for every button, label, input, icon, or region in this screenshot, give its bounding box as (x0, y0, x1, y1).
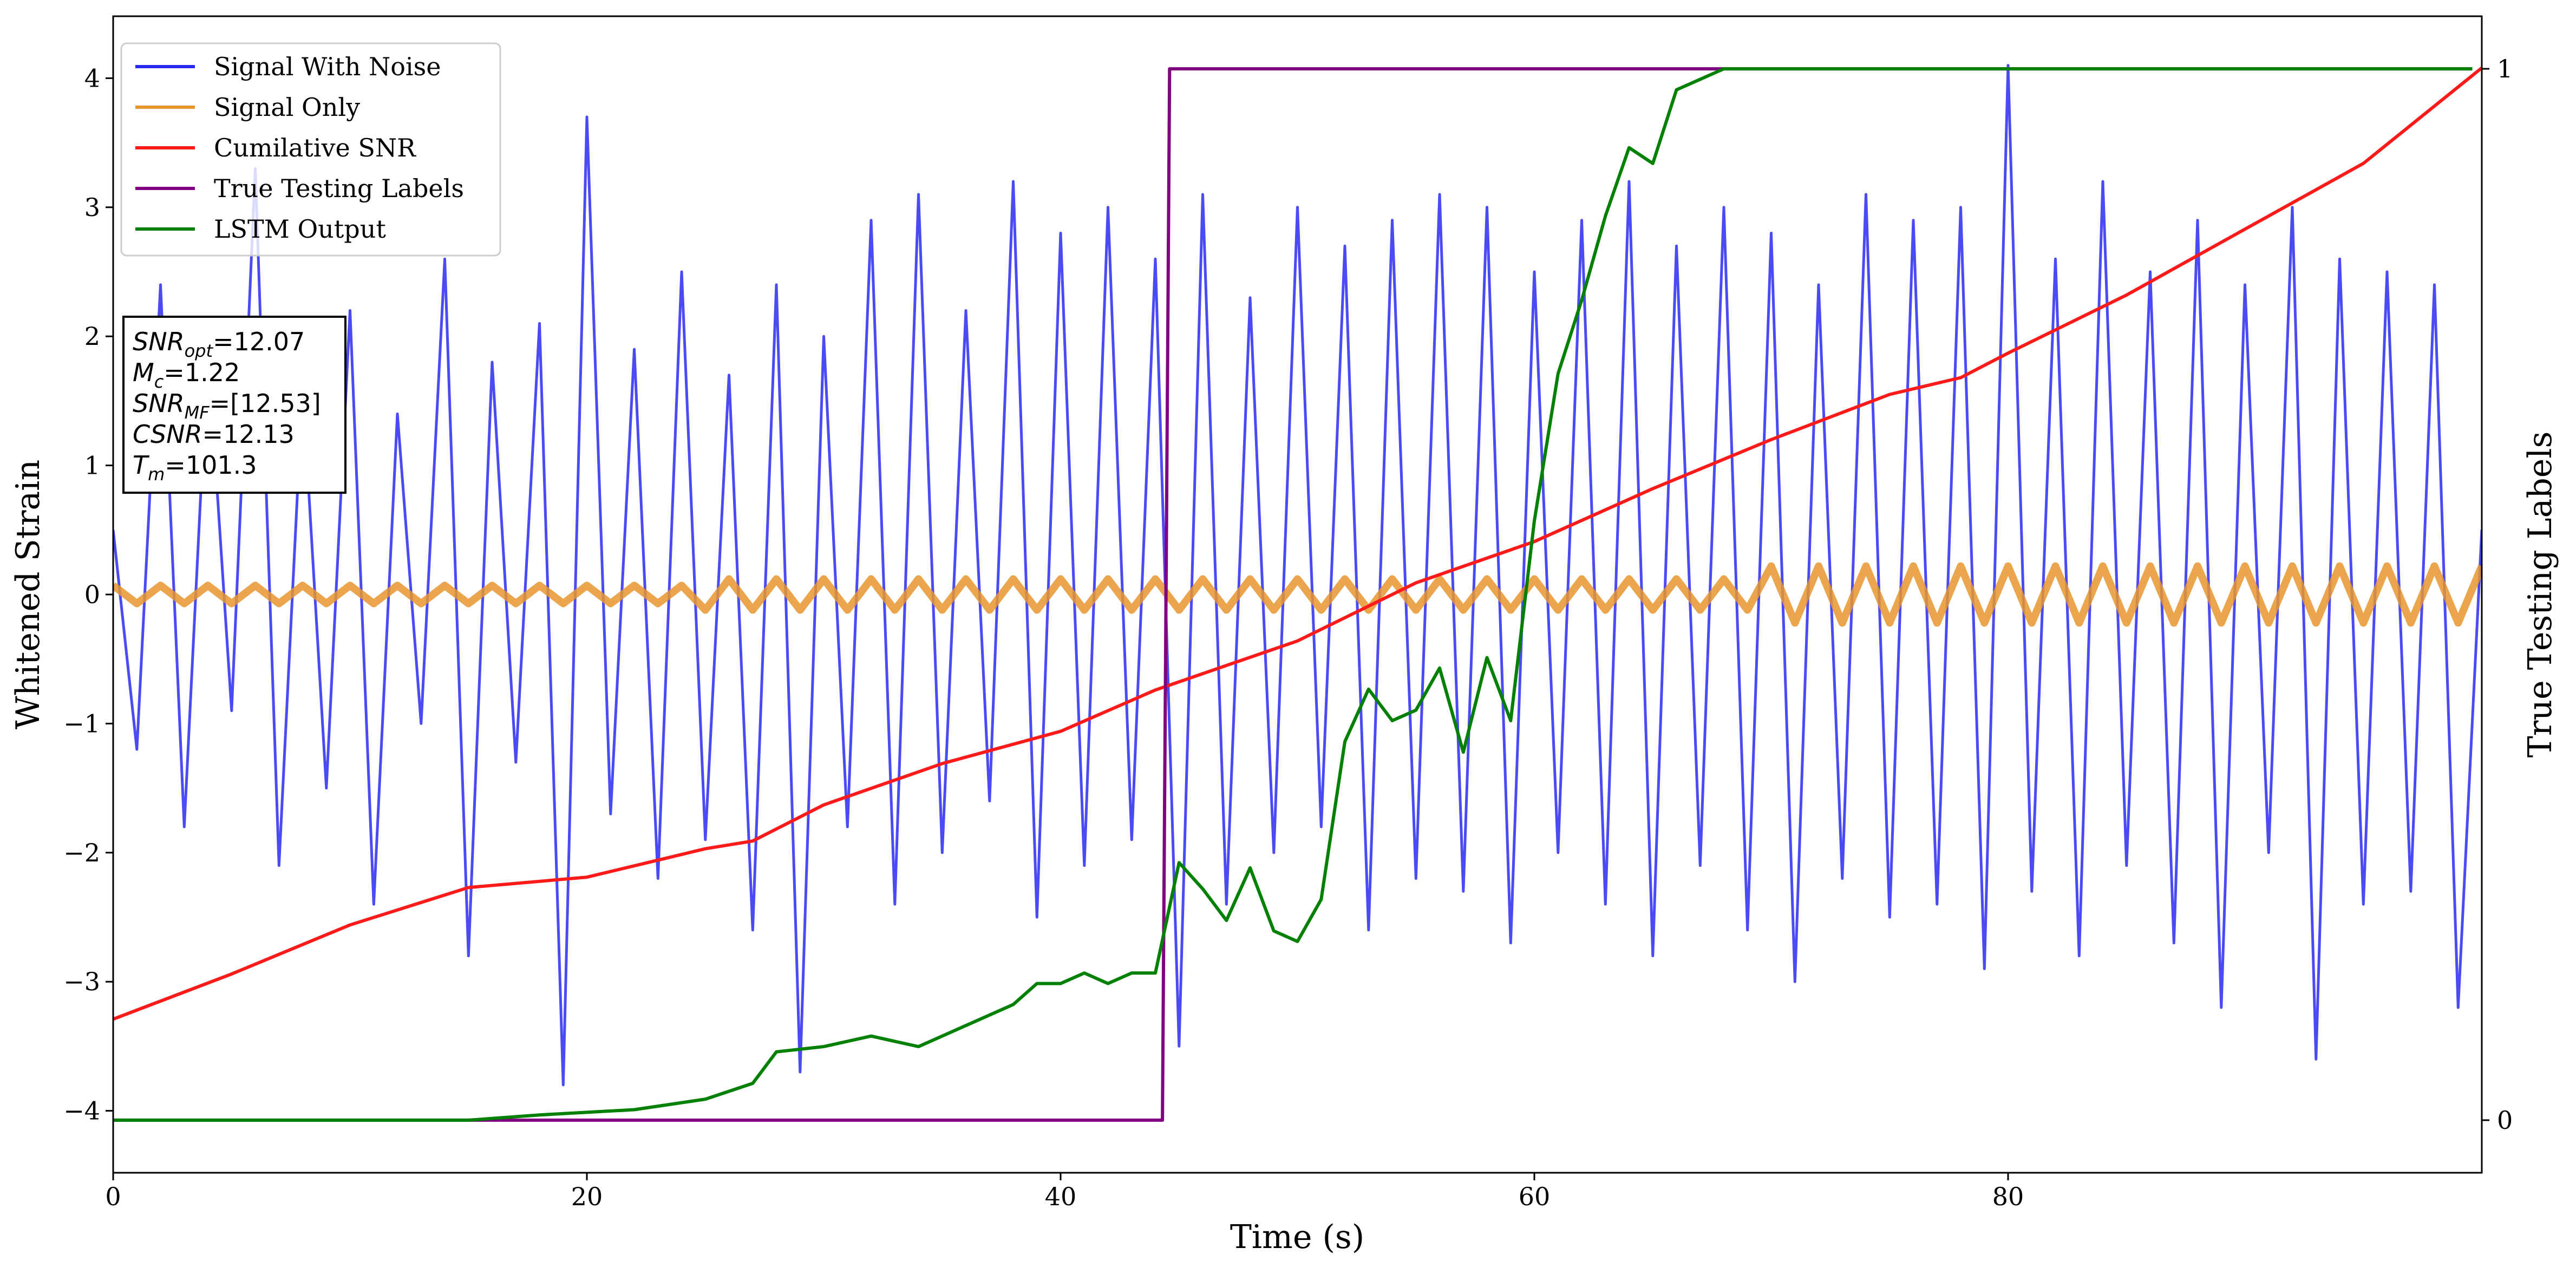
y2-tick-label: 1 (2497, 54, 2513, 83)
annotation-line: Tm=101.3 (133, 450, 257, 485)
y-tick-label: 3 (84, 193, 100, 222)
y-tick-label: 2 (84, 322, 100, 351)
series-line (113, 67, 2473, 1122)
annotation-symbol: CSNR (133, 420, 202, 449)
annotation-value: =[12.53] (210, 389, 321, 418)
annotation-subscript: opt (185, 341, 214, 361)
series-line (113, 67, 2482, 1021)
legend-label: True Testing Labels (214, 174, 464, 203)
x-axis-label: Time (s) (1230, 1218, 1364, 1256)
y-tick-label: −1 (63, 709, 100, 738)
annotation-line: SNRMF=[12.53] (133, 389, 321, 423)
annotation: SNRopt=12.07Mc=1.22SNRMF=[12.53]CSNR=12.… (122, 316, 346, 494)
annotation-value: =12.13 (202, 420, 295, 449)
y-tick-label: 0 (84, 580, 100, 609)
legend-box (120, 42, 501, 257)
x-tick-label: 40 (1045, 1182, 1077, 1211)
y2-tick-label: 0 (2497, 1106, 2513, 1135)
annotation-symbol: M (133, 358, 154, 387)
annotation-symbol: SNR (133, 389, 185, 418)
x-tick-label: 0 (105, 1182, 121, 1211)
annotation-box (122, 316, 346, 494)
annotation-subscript: c (154, 371, 164, 392)
legend-label: Signal Only (214, 93, 360, 122)
annotation-symbol: T (133, 450, 150, 480)
annotation-value: =12.07 (213, 327, 305, 356)
annotation-line: CSNR=12.13 (133, 420, 295, 449)
x-tick-label: 80 (1992, 1182, 2024, 1211)
legend-label: LSTM Output (214, 214, 386, 244)
y-tick-label: −2 (63, 838, 100, 867)
annotation-line: Mc=1.22 (133, 358, 240, 392)
annotation-subscript: MF (185, 402, 210, 423)
y-tick-label: 1 (84, 451, 100, 480)
annotation-subscript: m (148, 464, 165, 485)
legend-label: Cumilative SNR (214, 133, 416, 162)
x-tick-label: 20 (571, 1182, 603, 1211)
annotation-symbol: SNR (133, 327, 185, 356)
legend-label: Signal With Noise (214, 52, 441, 81)
annotation-value: =101.3 (165, 450, 257, 480)
annotation-line: SNRopt=12.07 (133, 327, 305, 361)
y2-axis-label: True Testing Labels (2521, 432, 2559, 758)
series-line (113, 562, 2482, 627)
series-line (113, 64, 2482, 1087)
x-tick-label: 60 (1519, 1182, 1551, 1211)
y-tick-label: −3 (63, 967, 100, 996)
y-tick-label: 4 (84, 63, 100, 93)
plot-area (113, 64, 2482, 1122)
legend: Signal With Noise Signal Only Cumilative S… (120, 42, 501, 257)
annotation-value: =1.22 (164, 358, 240, 387)
y-tick-label: −4 (63, 1096, 100, 1126)
y-axis-label: Whitened Strain (9, 460, 47, 729)
